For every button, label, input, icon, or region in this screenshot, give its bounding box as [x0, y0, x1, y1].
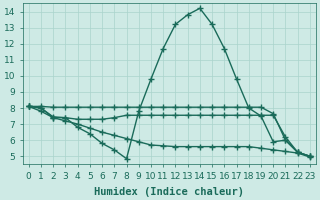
- X-axis label: Humidex (Indice chaleur): Humidex (Indice chaleur): [94, 186, 244, 197]
